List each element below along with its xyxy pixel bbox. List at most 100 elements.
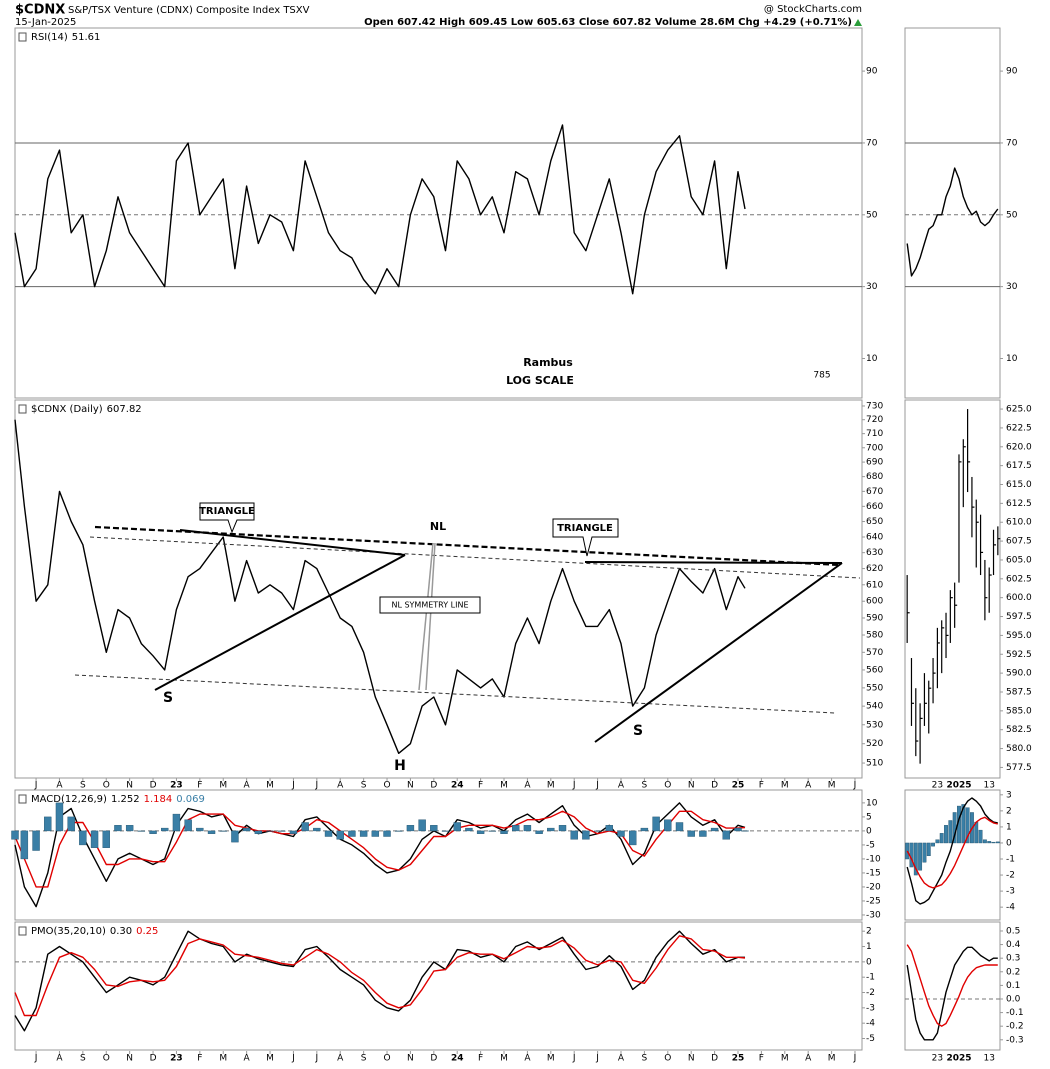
y-tick-label: 30 [1006,282,1018,292]
y-tick-label: 600.0 [1006,593,1032,603]
x-tick-label: A [56,781,63,791]
annotation: H [394,758,406,774]
series-line [14,802,746,908]
y-tick-label: -0.1 [1006,1008,1024,1018]
y-tick-label: 710 [866,429,883,439]
y-tick-label: 592.5 [1006,650,1032,660]
y-tick-label: 595.0 [1006,631,1032,641]
y-tick-label: 605.0 [1006,555,1032,565]
x-tick-label: M [781,781,789,791]
histogram-bar [453,822,461,832]
histogram-bar [125,825,134,832]
y-tick-label: 50 [866,210,878,220]
annotations: TRIANGLE TRIANGLE NL NL SYMMETRY LINE S … [74,356,861,774]
legend-icon [18,32,27,42]
series-line [906,797,998,905]
histogram-bar [913,842,918,876]
histogram-bar [359,830,368,837]
histogram-bar [172,813,181,832]
y-tick-label: 597.5 [1006,612,1032,622]
y-tick-label: -2 [866,988,875,998]
x-tick-label: O [664,781,671,791]
panel-frame [904,921,1001,1051]
annotation: S [163,690,173,706]
x-tick-label: M [266,781,274,791]
y-tick-label: 560 [866,665,883,675]
callout-box [379,596,481,614]
x-tick-label: M [266,1054,274,1064]
y-tick-label: 640 [866,532,883,542]
x-tick-label: S [80,1054,86,1064]
annotation: Rambus [523,356,573,369]
legend: MACD(12,26,9) 1.252 1.184 0.069 [31,794,205,805]
y-tick-label: 670 [866,487,883,497]
series-line [906,944,998,1027]
x-tick-label: F [197,1054,202,1064]
y-tick-label: 610.0 [1006,518,1032,528]
annotation: 785 [813,371,830,381]
histogram-bar [978,829,983,844]
x-tick-label: A [337,781,344,791]
histogram-bar [995,841,1000,844]
annotation: LOG SCALE [506,374,574,387]
x-tick-label: 13 [983,781,994,791]
y-tick-label: 1 [1006,822,1012,832]
y-tick-label: 2 [866,927,872,937]
histogram-bar [741,830,749,832]
x-tick-label: O [664,1054,671,1064]
y-tick-label: 622.5 [1006,423,1032,433]
histogram-bar [395,830,403,832]
histogram-bar [254,830,263,834]
histogram-bar [547,827,555,832]
annotation: TRIANGLE [199,506,255,517]
y-tick-label: 30 [866,282,878,292]
histogram-bar [44,816,52,832]
y-tick-label: 2 [1006,806,1012,816]
triangle-top [179,529,406,556]
histogram-bar [242,827,251,832]
histogram-bar [710,827,719,832]
x-tick-label: F [759,781,764,791]
x-tick-label: A [805,781,812,791]
histogram-bar [987,841,992,844]
series-line [14,930,745,1032]
histogram-bar [161,827,169,832]
histogram-bar [570,830,578,840]
y-tick-label: 0 [866,826,872,836]
y-tick-label: 10 [866,354,878,364]
y-tick-label: 0.4 [1006,940,1021,950]
x-tick-label: J [572,1054,576,1064]
x-tick-label: O [103,1054,110,1064]
histogram-bar [324,830,333,837]
histogram-bar [20,830,29,860]
histogram-bar [961,804,966,844]
legend-entry: 0.069 [176,794,205,805]
x-tick-label: A [244,1054,251,1064]
panel-frame [904,27,1001,399]
x-tick-label: F [478,1054,483,1064]
annotation: NL SYMMETRY LINE [391,601,468,610]
histogram-bar [336,830,344,840]
legend-entry: 0.25 [136,926,158,937]
x-tick-label: N [688,781,695,791]
histogram-bar [500,830,508,834]
series-line [906,946,998,1041]
histogram-bar [699,830,707,837]
y-tick-label: 580.0 [1006,744,1032,754]
y-tick-label: 0.1 [1006,981,1020,991]
histogram-bar [55,802,64,832]
y-tick-label: 10 [866,798,878,808]
x-tick-label: N [407,781,414,791]
histogram-bar [137,830,146,832]
x-tick-label: M [219,1054,227,1064]
x-tick-label: 24 [451,1054,464,1064]
chart-subtitle: S&P/TSX Venture (CDNX) Composite Index T… [68,5,310,16]
x-tick-label: M [500,1054,508,1064]
x-tick-label: S [642,781,648,791]
legend-icon [18,404,27,414]
histogram-bar [371,830,380,837]
neckline [94,525,841,567]
histogram-bar [922,842,927,863]
x-tick-label: A [524,1054,531,1064]
x-tick-label: S [642,1054,648,1064]
